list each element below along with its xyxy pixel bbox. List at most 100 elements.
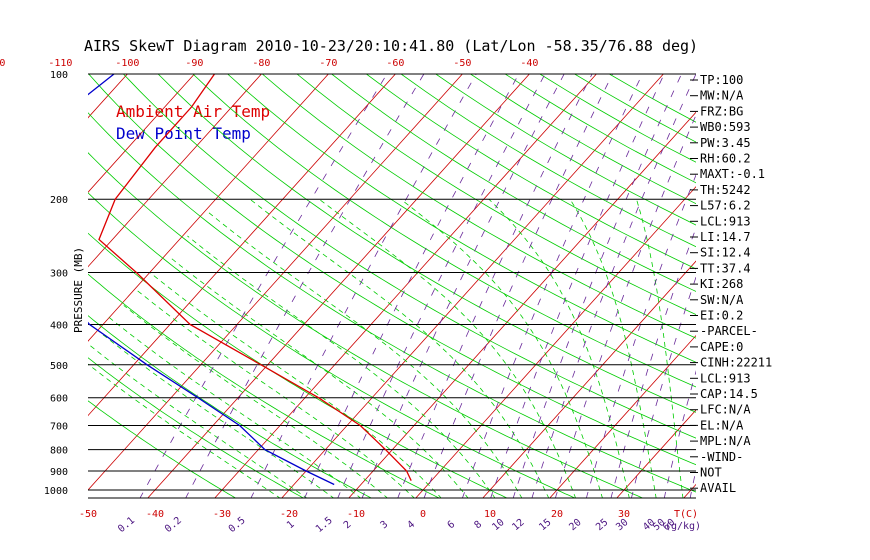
index-entry: -WIND-: [700, 450, 743, 464]
top-temp-tick: -80: [252, 58, 270, 69]
dew-point-temp-line: [88, 74, 335, 486]
index-entry: CAPE:0: [700, 340, 743, 354]
bottom-temp-tick: 0: [420, 509, 426, 520]
mixing-ratio-line: [555, 114, 696, 498]
index-entry: MW:N/A: [700, 89, 744, 103]
isotherm-line: [88, 74, 262, 268]
isotherm-line: [0, 55, 11, 499]
mixing-ratio-line: [361, 74, 565, 498]
mixing-ratio-label: 1: [285, 519, 297, 531]
pressure-tick-100: 100: [50, 70, 68, 81]
mixing-ratio-label: 2: [342, 519, 354, 531]
mixing-ratio-line: [397, 74, 593, 498]
mixing-ratio-line: [585, 173, 696, 498]
mixing-ratio-label: 12: [510, 517, 526, 533]
pressure-tick-1000: 1000: [44, 486, 68, 497]
top-temp-tick: -90: [185, 58, 203, 69]
dry-adiabat-line: [296, 74, 696, 316]
mixing-ratio-line: [630, 275, 696, 498]
index-entry: LCL:913: [700, 214, 751, 228]
isotherm-lines: [0, 55, 870, 499]
isotherm-line: [750, 55, 870, 499]
mixing-ratio-line: [139, 74, 388, 498]
profile-lines: [88, 74, 412, 486]
dry-adiabat-line: [88, 192, 576, 498]
mixing-ratio-label: 8: [472, 519, 484, 531]
moist-adiabat-line: [88, 343, 308, 498]
pressure-tick-400: 400: [50, 320, 68, 331]
top-temp-tick: -110: [48, 58, 72, 69]
isotherm-line: [482, 260, 696, 498]
isotherm-line: [348, 111, 696, 498]
mixing-ratio-label: 0.2: [163, 515, 184, 535]
top-temp-tick: -120: [0, 58, 5, 69]
dry-adiabat-line: [88, 112, 696, 493]
moist-adiabat-line: [249, 198, 550, 498]
bottom-temp-tick: -30: [213, 509, 231, 520]
dry-adiabat-line: [88, 357, 305, 498]
mixing-ratio-label: 6: [446, 519, 458, 531]
dry-adiabat-line: [365, 74, 696, 270]
mixing-ratio-label: 3: [379, 519, 391, 531]
bottom-temp-tick: 10: [484, 509, 496, 520]
isotherm-line: [88, 74, 396, 417]
dry-adiabat-line: [122, 74, 696, 439]
dry-adiabat-line: [539, 74, 696, 163]
mixing-ratio-line: [531, 74, 696, 498]
moist-adiabat-line: [135, 289, 415, 498]
isotherm-line: [214, 74, 597, 498]
index-entry: SI:12.4: [700, 246, 751, 260]
pressure-tick-300: 300: [50, 268, 68, 279]
dry-adiabat-line: [261, 74, 696, 339]
chart-title: AIRS SkewT Diagram 2010-10-23/20:10:41.8…: [84, 37, 698, 55]
index-entry: TT:37.4: [700, 261, 751, 275]
pressure-tick-600: 600: [50, 394, 68, 405]
isotherm-line: [88, 74, 195, 193]
index-entry: EL:N/A: [700, 418, 744, 432]
index-entry: TH:5242: [700, 183, 751, 197]
bottom-temp-tick: -10: [347, 509, 365, 520]
mixing-ratio-label: 4: [405, 519, 417, 531]
dry-adiabat-line: [227, 74, 696, 363]
index-entry: WB0:593: [700, 120, 751, 134]
bottom-temp-tick-labels: -50 -40 -30 -20 -10 0 10 20 30: [79, 509, 630, 520]
isotherm-line: [88, 74, 463, 491]
index-entry: LI:14.7: [700, 230, 751, 244]
index-entry: CAP:14.5: [700, 387, 758, 401]
index-entry: KI:268: [700, 277, 743, 291]
bottom-temp-tick: 30: [618, 509, 630, 520]
dry-adiabat-line: [88, 232, 508, 498]
mixing-ratio-line: [512, 74, 682, 498]
moist-adiabat-line: [187, 235, 496, 498]
mixing-ratio-lines: [139, 74, 696, 498]
top-temp-tick: -40: [520, 58, 538, 69]
moist-adiabat-line: [109, 317, 362, 498]
mixing-ratio-line: [423, 74, 614, 498]
mixing-ratio-line: [461, 74, 643, 498]
moist-adiabat-line: [569, 198, 657, 498]
moist-adiabat-line: [400, 198, 603, 498]
index-entry: PW:3.45: [700, 136, 751, 150]
pressure-tick-500: 500: [50, 361, 68, 372]
index-entry: CINH:22211: [700, 356, 772, 370]
moist-adiabat-lines: [88, 198, 684, 498]
index-entry: RH:60.2: [700, 152, 751, 166]
top-temp-tick: -50: [453, 58, 471, 69]
index-entry: NOT: [700, 466, 722, 480]
dry-adiabat-line: [192, 74, 696, 388]
isotherm-line: [147, 74, 530, 498]
dry-adiabat-line: [88, 315, 373, 498]
index-entry: EI:0.2: [700, 309, 743, 323]
top-temp-tick: -100: [115, 58, 139, 69]
dry-adiabat-line: [88, 152, 644, 498]
index-entry: TP:100: [700, 73, 743, 87]
index-entry: LCL:913: [700, 371, 751, 385]
moist-adiabat-line: [318, 198, 576, 498]
pressure-tick-900: 900: [50, 467, 68, 478]
mixing-ratio-label: 20: [567, 517, 583, 533]
plot-area: [0, 55, 870, 499]
top-temp-tick-labels: -120 -110 -100 -90 -80 -70 -60 -50 -40: [0, 58, 538, 69]
pressure-tick-800: 800: [50, 446, 68, 457]
